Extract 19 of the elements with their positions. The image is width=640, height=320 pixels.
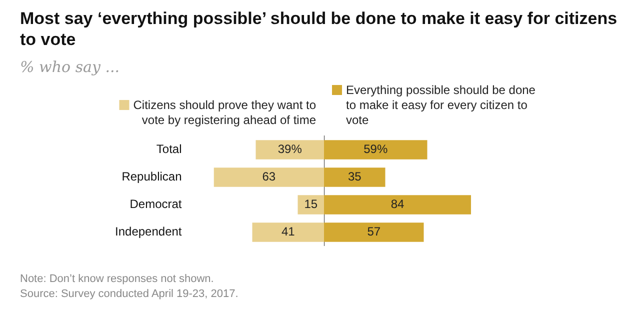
data-label: 39%: [278, 142, 302, 156]
data-label: 41: [281, 224, 296, 239]
source-note: Source: Survey conducted April 19-23, 2017.: [20, 287, 238, 302]
legend-label: Citizens should prove they want to vote by registering ahead of time: [133, 98, 316, 127]
data-label: 35: [348, 170, 362, 184]
text: % who say ...: [20, 58, 120, 76]
legend-label: Everything possible should be done to make it easy for every citizen to vote: [346, 83, 536, 127]
text: Note: Don’t know responses not shown.: [20, 272, 215, 287]
data-label: 59%: [364, 142, 388, 156]
data-label: 63: [262, 170, 276, 184]
data-label: 15: [304, 197, 318, 212]
y-tick-label: Independent: [115, 224, 182, 239]
y-tick-label: Democrat: [130, 197, 182, 212]
data-label: 84: [390, 197, 404, 212]
y-tick-label: Total: [156, 142, 182, 156]
y-tick-label: Republican: [122, 170, 182, 184]
data-label: 57: [367, 224, 381, 239]
chart-title: Most say ‘everything possible’ should be done to make it easy for citizens to vote: [20, 8, 618, 50]
bar: [298, 195, 324, 214]
